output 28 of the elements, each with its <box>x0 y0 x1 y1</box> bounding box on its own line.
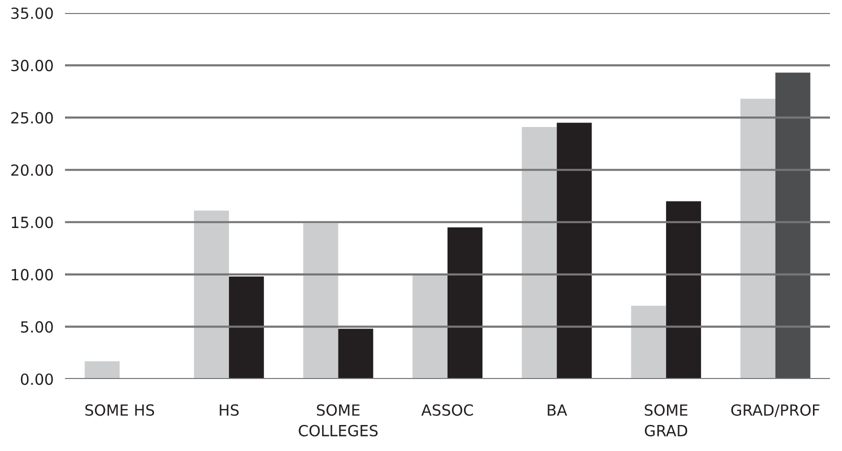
x-tick-label: BA <box>548 404 568 416</box>
x-tick-label: ASSOC <box>421 404 473 416</box>
bar <box>194 210 229 379</box>
bar <box>631 306 666 379</box>
bar <box>412 274 448 379</box>
bar <box>775 72 810 379</box>
bar <box>666 201 702 379</box>
bar <box>84 361 120 379</box>
y-tick-label: 35.00 <box>11 7 53 20</box>
y-tick-label: 0.00 <box>20 373 53 386</box>
x-tick-label: SOME HS <box>85 404 154 416</box>
x-tick-label: GRAD/PROF <box>731 404 820 418</box>
x-tick-label: SOME GRAD <box>644 404 688 436</box>
bar <box>522 126 557 379</box>
y-tick-label: 30.00 <box>11 60 53 72</box>
bar <box>228 276 264 379</box>
y-tick-label: 15.00 <box>12 216 53 228</box>
bar <box>740 98 776 379</box>
x-tick-label: HS <box>220 404 239 416</box>
bar <box>556 122 592 379</box>
y-tick-label: 5.00 <box>21 321 53 333</box>
bar <box>303 223 338 379</box>
bar <box>338 328 374 379</box>
x-tick-label: SOME COLLEGES <box>298 404 378 436</box>
y-tick-label: 20.00 <box>11 164 53 176</box>
bar <box>448 227 482 379</box>
y-tick-label: 10.00 <box>12 268 53 280</box>
y-tick-label: 25.00 <box>11 112 53 124</box>
